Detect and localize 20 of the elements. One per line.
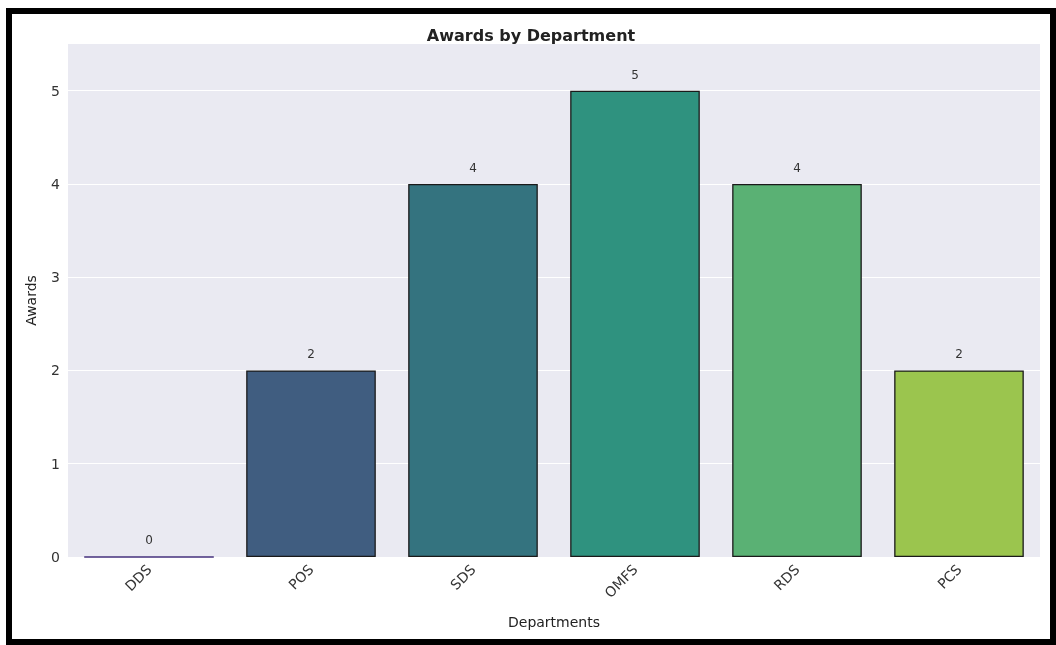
y-tick-label: 1: [51, 455, 60, 472]
bar: [570, 90, 700, 557]
data-label: 4: [469, 160, 477, 175]
y-tick-label: 4: [51, 175, 61, 192]
bar: [894, 370, 1024, 557]
y-tick-label: 3: [51, 269, 60, 286]
y-tick-label: 5: [51, 82, 60, 99]
data-label: 2: [307, 347, 315, 362]
y-tick-label: 2: [51, 362, 60, 379]
x-axis-title: Departments: [507, 614, 601, 630]
y-axis-title: Awards: [23, 275, 39, 326]
data-label: 2: [955, 347, 963, 362]
bar: [732, 183, 862, 557]
bar: [246, 370, 376, 557]
chart-title: Awards by Department: [426, 25, 636, 45]
data-label: 0: [145, 533, 153, 548]
data-label: 5: [631, 67, 639, 82]
bar: [408, 183, 538, 557]
data-label: 4: [793, 160, 801, 175]
y-tick-label: 0: [51, 549, 60, 565]
